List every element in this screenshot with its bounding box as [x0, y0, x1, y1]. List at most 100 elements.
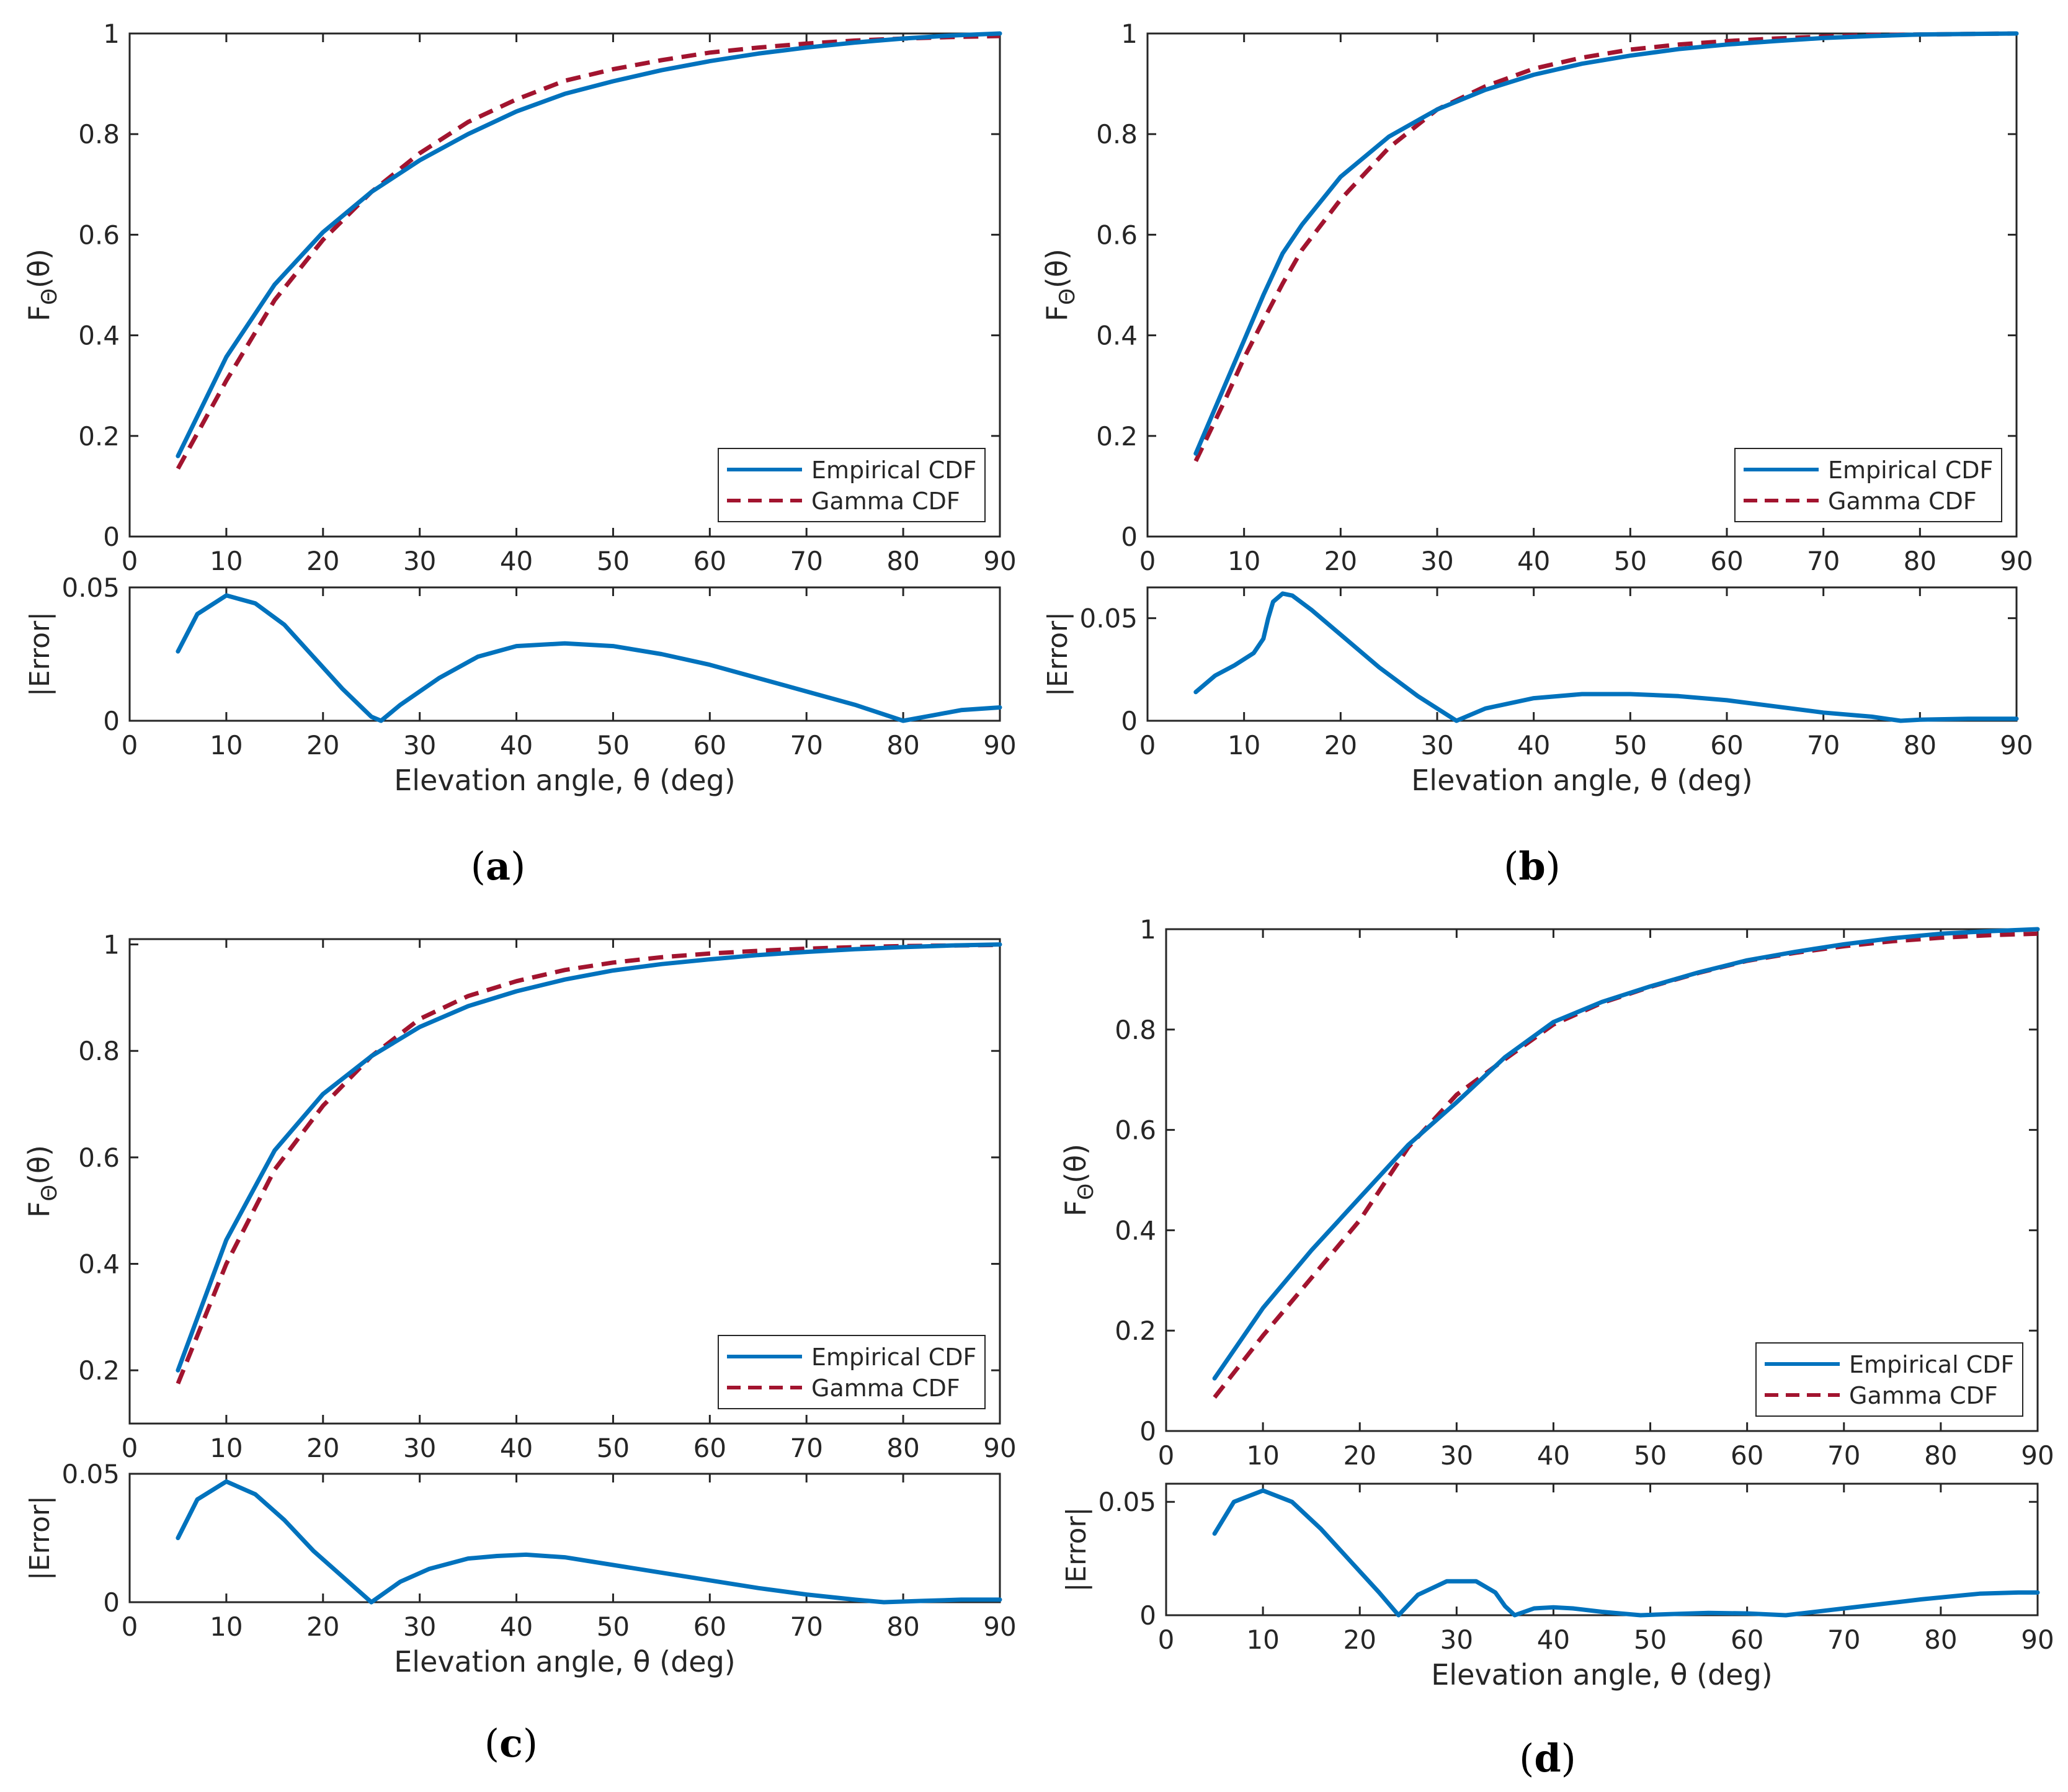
cdf-xtick-label: 80: [886, 1433, 919, 1463]
error-xtick-label: 70: [1807, 730, 1840, 760]
cdf-xtick-label: 40: [500, 546, 533, 576]
error-ylabel: |Error|: [1061, 1507, 1092, 1592]
error-ytick-label: 0.05: [61, 1459, 120, 1489]
error-xtick-label: 10: [1228, 730, 1260, 760]
error-xlabel: Elevation angle, θ (deg): [394, 1645, 736, 1678]
error-xtick-label: 10: [210, 1611, 243, 1642]
cdf-xtick-label: 90: [2000, 546, 2033, 576]
panel-caption: (d): [1519, 1736, 1576, 1781]
cdf-xtick-label: 90: [983, 546, 1016, 576]
error-xtick-label: 60: [1731, 1625, 1763, 1655]
cdf-xtick-label: 80: [1904, 546, 1937, 576]
cdf-ytick-label: 0.4: [78, 1249, 120, 1280]
cdf-xtick-label: 0: [1158, 1440, 1175, 1471]
cdf-xtick-label: 40: [500, 1433, 533, 1463]
empirical-cdf-line: [176, 31, 1002, 458]
error-xtick-label: 30: [1420, 730, 1453, 760]
error-line: [176, 1479, 1002, 1605]
error-ylabel: |Error|: [24, 1496, 56, 1580]
cdf-xtick-label: 50: [597, 1433, 630, 1463]
panel-a: 0 10 20 30 40 50 60 70 80 90 0 0.2 0.4 0.6 0.8 1 FΘ(θ) Em…: [22, 19, 1017, 889]
cdf-xtick-label: 20: [306, 546, 339, 576]
legend-empirical-label: Empirical CDF: [1828, 457, 1993, 484]
error-xtick-label: 10: [1246, 1625, 1279, 1655]
cdf-ytick-label: 0.6: [78, 1143, 120, 1173]
legend: Empirical CDF Gamma CDF: [1755, 1342, 2023, 1417]
error-xtick-label: 90: [2000, 730, 2033, 760]
error-axes-box: [128, 586, 1001, 722]
panel-caption: (a): [471, 844, 526, 889]
error-line: [1212, 1488, 2040, 1618]
cdf-ytick-label: 0: [103, 522, 120, 552]
error-xtick-label: 50: [597, 730, 630, 760]
cdf-xtick-label: 30: [1440, 1440, 1473, 1471]
cdf-ytick-label: 1: [103, 19, 120, 49]
cdf-ytick-label: 1: [103, 930, 120, 960]
error-xtick-label: 40: [500, 730, 533, 760]
cdf-ylabel: FΘ(θ): [1059, 1144, 1099, 1216]
error-xtick-label: 40: [1537, 1625, 1570, 1655]
error-axes-box: [1146, 586, 2018, 722]
error-ytick-label: 0.05: [1079, 604, 1138, 634]
legend: Empirical CDF Gamma CDF: [718, 448, 986, 522]
cdf-ytick-label: 0.2: [1115, 1316, 1156, 1346]
cdf-xtick-label: 0: [122, 546, 138, 576]
cdf-xtick-label: 20: [306, 1433, 339, 1463]
error-xlabel: Elevation angle, θ (deg): [1431, 1658, 1773, 1692]
error-xtick-label: 0: [122, 1611, 138, 1642]
cdf-ytick-label: 1: [1121, 19, 1138, 49]
legend-empirical-label: Empirical CDF: [1849, 1351, 2014, 1378]
legend-box: [718, 1335, 986, 1409]
cdf-ytick-label: 1: [1139, 914, 1156, 945]
error-xtick-label: 0: [1139, 730, 1156, 760]
cdf-ytick-label: 0.6: [1115, 1115, 1156, 1146]
cdf-xtick-label: 70: [790, 546, 822, 576]
error-xtick-label: 70: [790, 730, 822, 760]
error-ylabel: |Error|: [24, 612, 56, 697]
error-xtick-label: 20: [1343, 1625, 1376, 1655]
error-xtick-label: 30: [1440, 1625, 1473, 1655]
panel-caption: (b): [1504, 844, 1561, 889]
cdf-xtick-label: 0: [122, 1433, 138, 1463]
error-ytick-label: 0.05: [1098, 1487, 1156, 1517]
cdf-xtick-label: 70: [790, 1433, 822, 1463]
cdf-ytick-label: 0.4: [1096, 321, 1138, 351]
cdf-ylabel: FΘ(θ): [22, 1145, 62, 1218]
error-xtick-label: 90: [983, 730, 1016, 760]
error-xlabel: Elevation angle, θ (deg): [394, 764, 736, 797]
error-plot: 0 10 20 30 40 50 60 70 80 90 0 0.05|Error| Elevation…: [1061, 1482, 2054, 1692]
error-xtick-label: 80: [886, 730, 919, 760]
error-xtick-label: 80: [1904, 730, 1937, 760]
cdf-xtick-label: 40: [1537, 1440, 1570, 1471]
cdf-ytick-label: 0.4: [78, 321, 120, 351]
panel-b: 0 10 20 30 40 50 60 70 80 90 0 0.2 0.4 0.6 0.8 1 FΘ(θ) Em…: [1040, 19, 2033, 889]
panel-caption: (c): [484, 1721, 538, 1766]
legend-box: [1734, 448, 2002, 522]
legend-box: [718, 448, 986, 522]
error-xtick-label: 50: [1614, 730, 1647, 760]
cdf-xtick-label: 30: [403, 546, 436, 576]
cdf-xtick-label: 40: [1517, 546, 1550, 576]
error-ytick-label: 0.05: [61, 573, 120, 603]
cdf-xtick-label: 30: [1420, 546, 1453, 576]
error-xtick-label: 30: [403, 730, 436, 760]
error-plot: 0 10 20 30 40 50 60 70 80 90 0 0.05|Error| Elevation…: [24, 573, 1017, 797]
cdf-plot: 0 10 20 30 40 50 60 70 80 90 0 0.2 0.4 0.6 0.8 1 FΘ(θ) Em…: [22, 19, 1017, 576]
error-xtick-label: 60: [693, 730, 726, 760]
error-xtick-label: 20: [1324, 730, 1357, 760]
cdf-xtick-label: 70: [1827, 1440, 1860, 1471]
cdf-xtick-label: 0: [1139, 546, 1156, 576]
legend-gamma-label: Gamma CDF: [1828, 488, 1977, 515]
cdf-xtick-label: 60: [1710, 546, 1743, 576]
cdf-xtick-label: 90: [2021, 1440, 2054, 1471]
error-xtick-label: 90: [983, 1611, 1016, 1642]
legend-box: [1755, 1342, 2023, 1417]
empirical-cdf-line: [1193, 31, 2019, 456]
error-plot: 0 10 20 30 40 50 60 70 80 90 0 0.05|Error| Elevation…: [1042, 586, 2033, 797]
error-ytick-label: 0: [103, 1587, 120, 1618]
error-xtick-label: 90: [2021, 1625, 2054, 1655]
cdf-plot: 0 10 20 30 40 50 60 70 80 90 0.2 0.4 0.6 0.8 1 FΘ(θ) Emp…: [22, 930, 1017, 1463]
error-xtick-label: 30: [403, 1611, 436, 1642]
gamma-cdf-line: [1213, 931, 2038, 1399]
